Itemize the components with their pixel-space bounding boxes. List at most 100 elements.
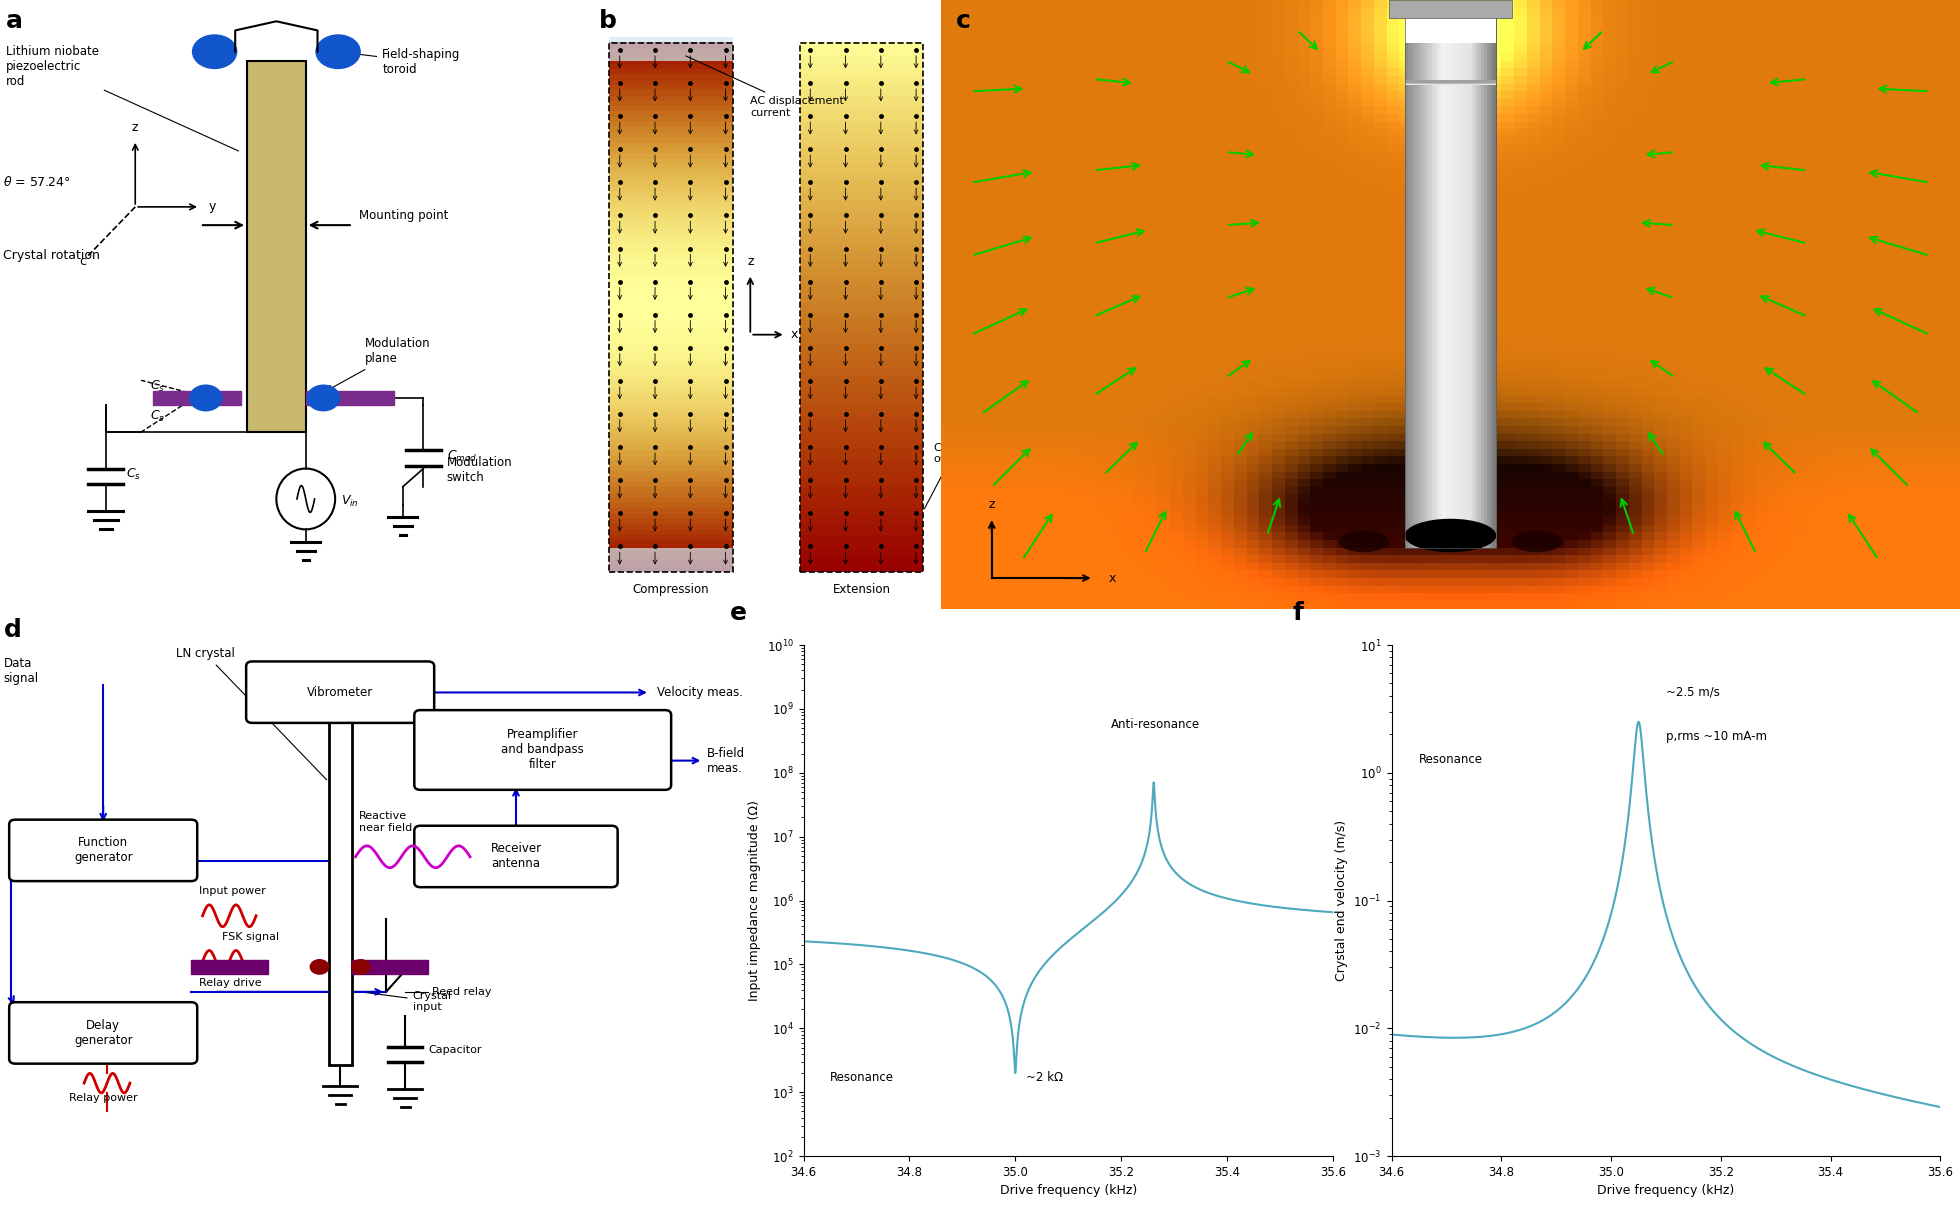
Bar [1450, 158, 1466, 168]
Bar [1119, 287, 1135, 297]
Bar [1462, 600, 1478, 608]
Bar [1541, 310, 1554, 320]
Bar [1309, 196, 1325, 206]
Bar [1731, 0, 1746, 7]
Bar [1450, 523, 1466, 533]
Bar [1082, 97, 1096, 107]
Bar [1437, 326, 1452, 335]
Bar [1348, 15, 1364, 23]
Bar [1119, 523, 1135, 533]
Bar [610, 127, 733, 133]
Bar [1603, 174, 1619, 183]
Bar [1592, 242, 1605, 251]
Bar [1935, 478, 1950, 487]
Bar [1184, 509, 1198, 517]
Bar [1247, 113, 1262, 122]
Bar [1196, 387, 1211, 396]
Bar [1337, 83, 1350, 91]
Bar [1298, 371, 1313, 380]
Bar [953, 15, 968, 23]
Bar [1541, 226, 1554, 236]
Bar [1247, 67, 1262, 75]
Bar [610, 264, 733, 270]
Bar [1552, 387, 1568, 396]
Bar [1196, 15, 1211, 23]
Bar [1031, 448, 1045, 456]
Bar [1564, 6, 1580, 16]
Bar [1462, 242, 1478, 251]
Bar [1196, 462, 1211, 471]
Bar [980, 29, 994, 38]
Bar [1680, 15, 1695, 23]
Bar [1705, 15, 1721, 23]
Bar [800, 79, 923, 85]
Bar [1258, 37, 1274, 45]
Bar [941, 448, 956, 456]
Bar [1490, 516, 1503, 525]
Bar [1819, 591, 1835, 601]
Bar [1807, 174, 1823, 183]
Bar [1691, 67, 1707, 75]
Bar [1870, 136, 1886, 145]
Bar [992, 380, 1007, 388]
Bar [1654, 75, 1670, 84]
Bar [1323, 478, 1339, 487]
Bar [1298, 136, 1313, 145]
Bar [1807, 37, 1823, 45]
Bar [1156, 158, 1172, 168]
Bar [1680, 516, 1695, 525]
Bar [1897, 67, 1911, 75]
Bar [1411, 29, 1427, 38]
Bar [1156, 402, 1172, 411]
Bar [1399, 226, 1415, 236]
Bar [1360, 6, 1376, 16]
Bar [1870, 310, 1886, 320]
Bar [1272, 448, 1288, 456]
Bar [1298, 97, 1313, 107]
Bar [1466, 12, 1470, 548]
Bar [1807, 75, 1823, 84]
Bar [953, 425, 968, 433]
Bar [1909, 310, 1925, 320]
Bar [1247, 455, 1262, 464]
Text: FSK signal: FSK signal [221, 932, 278, 942]
Bar [1399, 318, 1415, 327]
Bar [941, 113, 956, 122]
Bar [1642, 554, 1656, 562]
Bar [953, 562, 968, 571]
Bar [1691, 348, 1707, 358]
Bar [1654, 212, 1670, 220]
Bar [306, 392, 394, 404]
Bar [1680, 235, 1695, 243]
Bar [1004, 394, 1019, 403]
Bar [1490, 357, 1503, 365]
Bar [1298, 531, 1313, 540]
Bar [1054, 539, 1070, 548]
Bar [1323, 357, 1339, 365]
Bar [1429, 12, 1433, 548]
Bar [1490, 265, 1503, 274]
Bar [1501, 0, 1517, 7]
Bar [1247, 600, 1262, 608]
Bar [1541, 546, 1554, 555]
Bar [800, 116, 923, 122]
Bar [1298, 577, 1313, 585]
Bar [1235, 174, 1249, 183]
Bar [1156, 531, 1172, 540]
Bar [953, 181, 968, 190]
Bar [1133, 151, 1147, 159]
Bar [1642, 60, 1656, 68]
Bar [1462, 584, 1478, 594]
Bar [1119, 409, 1135, 419]
Bar [1615, 523, 1631, 533]
Bar [1068, 546, 1084, 555]
Bar [953, 402, 968, 411]
Bar [1450, 67, 1466, 75]
Bar [1552, 15, 1568, 23]
Bar [1437, 600, 1452, 608]
Bar [1705, 303, 1721, 312]
Bar [1119, 120, 1135, 129]
Bar [941, 577, 956, 585]
Bar [1921, 136, 1936, 145]
Bar [1235, 409, 1249, 419]
